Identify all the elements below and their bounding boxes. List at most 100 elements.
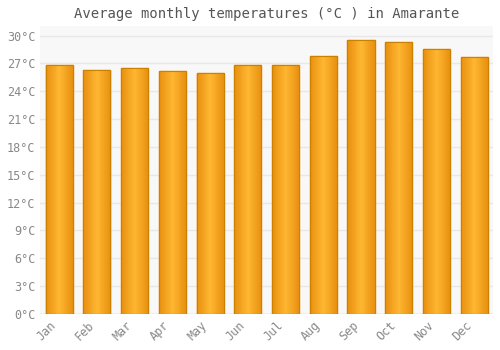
Bar [121, 68, 148, 314]
Bar [134, 68, 136, 314]
Bar [133, 68, 134, 314]
Bar [283, 65, 284, 314]
Bar [478, 57, 480, 314]
Bar [392, 42, 394, 314]
Bar [131, 68, 132, 314]
Bar [326, 56, 327, 314]
Bar [200, 73, 201, 314]
Bar [333, 56, 334, 314]
Bar [143, 68, 144, 314]
Bar [103, 70, 104, 314]
Bar [436, 49, 438, 314]
Bar [388, 42, 389, 314]
Bar [281, 65, 282, 314]
Bar [464, 57, 465, 314]
Bar [239, 65, 240, 314]
Bar [390, 42, 392, 314]
Bar [221, 73, 222, 314]
Bar [358, 40, 359, 314]
Bar [386, 42, 387, 314]
Bar [168, 71, 170, 314]
Bar [328, 56, 330, 314]
Bar [105, 70, 106, 314]
Bar [260, 65, 262, 314]
Bar [407, 42, 408, 314]
Bar [485, 57, 486, 314]
Bar [248, 65, 250, 314]
Bar [97, 70, 98, 314]
Bar [354, 40, 356, 314]
Bar [396, 42, 397, 314]
Bar [88, 70, 90, 314]
Bar [66, 65, 68, 314]
Bar [92, 70, 94, 314]
Bar [360, 40, 361, 314]
Bar [336, 56, 337, 314]
Bar [373, 40, 374, 314]
Bar [218, 73, 219, 314]
Bar [460, 57, 462, 314]
Bar [213, 73, 214, 314]
Bar [236, 65, 237, 314]
Bar [470, 57, 472, 314]
Bar [426, 49, 428, 314]
Bar [350, 40, 351, 314]
Bar [406, 42, 407, 314]
Bar [279, 65, 280, 314]
Bar [429, 49, 430, 314]
Bar [335, 56, 336, 314]
Bar [320, 56, 322, 314]
Bar [108, 70, 110, 314]
Bar [123, 68, 124, 314]
Bar [334, 56, 335, 314]
Bar [87, 70, 88, 314]
Bar [210, 73, 211, 314]
Bar [96, 70, 97, 314]
Bar [62, 65, 63, 314]
Bar [317, 56, 318, 314]
Bar [146, 68, 148, 314]
Bar [477, 57, 478, 314]
Bar [50, 65, 51, 314]
Bar [372, 40, 373, 314]
Bar [198, 73, 199, 314]
Bar [400, 42, 402, 314]
Bar [219, 73, 220, 314]
Bar [85, 70, 86, 314]
Bar [402, 42, 404, 314]
Bar [245, 65, 246, 314]
Bar [258, 65, 260, 314]
Bar [318, 56, 320, 314]
Bar [428, 49, 429, 314]
Bar [174, 71, 175, 314]
Bar [240, 65, 242, 314]
Bar [288, 65, 289, 314]
Bar [164, 71, 165, 314]
Bar [257, 65, 258, 314]
Bar [100, 70, 102, 314]
Bar [196, 73, 198, 314]
Bar [480, 57, 482, 314]
Bar [178, 71, 180, 314]
Bar [395, 42, 396, 314]
Title: Average monthly temperatures (°C ) in Amarante: Average monthly temperatures (°C ) in Am… [74, 7, 460, 21]
Bar [476, 57, 477, 314]
Bar [431, 49, 432, 314]
Bar [128, 68, 129, 314]
Bar [53, 65, 54, 314]
Bar [106, 70, 107, 314]
Bar [448, 49, 449, 314]
Bar [124, 68, 126, 314]
Bar [314, 56, 315, 314]
Bar [176, 71, 177, 314]
Bar [327, 56, 328, 314]
Bar [214, 73, 216, 314]
Bar [60, 65, 61, 314]
Bar [184, 71, 185, 314]
Bar [142, 68, 143, 314]
Bar [366, 40, 368, 314]
Bar [139, 68, 140, 314]
Bar [363, 40, 364, 314]
Bar [460, 57, 488, 314]
Bar [46, 65, 73, 314]
